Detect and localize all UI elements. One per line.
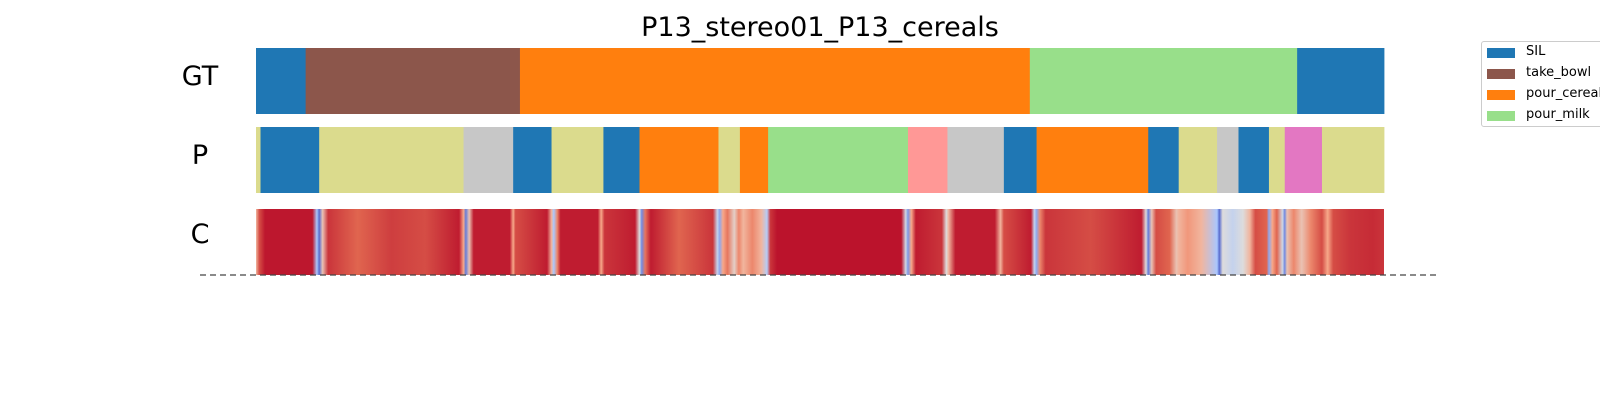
segment-gt-pour-cereals	[519, 48, 1031, 114]
segment-p-magenta	[1284, 127, 1323, 193]
legend: SIL take_bowl pour_cereals pour_milk	[1481, 41, 1600, 127]
confidence-strip	[256, 209, 1384, 275]
segment-p-SIL	[603, 127, 640, 193]
segment-p-SIL	[260, 127, 320, 193]
legend-label: pour_cereals	[1526, 86, 1600, 101]
segment-p-SIL	[1148, 127, 1180, 193]
segment-p-pour-cereals	[1036, 127, 1149, 193]
segment-p-olive	[551, 127, 604, 193]
segment-p-pour-cereals	[739, 127, 769, 193]
legend-swatch	[1487, 111, 1515, 121]
legend-label: pour_milk	[1526, 107, 1590, 122]
segment-p-olive	[319, 127, 464, 193]
row-label-gt: GT	[181, 61, 219, 92]
segment-p-olive	[1321, 127, 1385, 193]
segment-p-SIL	[1238, 127, 1270, 193]
segment-p-gray	[1217, 127, 1239, 193]
segment-p-pink	[907, 127, 948, 193]
legend-swatch	[1487, 48, 1515, 58]
row-label-p: P	[191, 140, 209, 171]
segment-p-olive	[256, 127, 261, 193]
segment-p-olive	[1178, 127, 1218, 193]
segment-p-SIL	[1003, 127, 1037, 193]
legend-label: take_bowl	[1526, 65, 1592, 80]
segment-p-pour-cereals	[639, 127, 719, 193]
segment-p-olive	[718, 127, 741, 193]
legend-swatch	[1487, 90, 1515, 100]
segment-p-pour-milk	[768, 127, 909, 193]
segment-p-gray	[463, 127, 514, 193]
segment-gt-pour-milk	[1029, 48, 1298, 114]
legend-label: SIL	[1526, 44, 1546, 59]
segment-gt-take-bowl	[305, 48, 521, 114]
segment-gt-SIL	[256, 48, 307, 114]
legend-swatch	[1487, 69, 1515, 79]
segment-p-olive	[1268, 127, 1286, 193]
segment-p-gray	[947, 127, 1005, 193]
row-label-c: C	[190, 219, 210, 250]
segment-p-SIL	[513, 127, 552, 193]
segment-gt-SIL	[1297, 48, 1385, 114]
chart-title: P13_stereo01_P13_cereals	[641, 12, 999, 43]
